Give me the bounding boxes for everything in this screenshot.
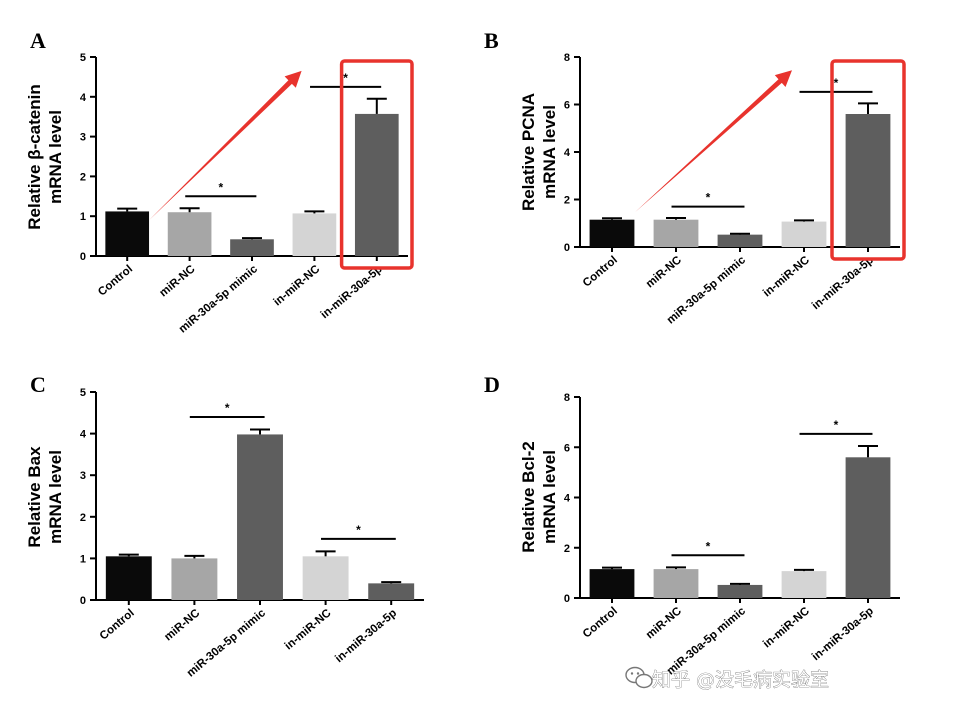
y-tick-label: 0 xyxy=(80,595,86,607)
bar xyxy=(292,213,337,256)
significance-star: * xyxy=(343,71,348,85)
y-tick-label: 4 xyxy=(80,429,87,441)
significance-star: * xyxy=(356,523,361,537)
y-axis-label-line: mRNA level xyxy=(46,450,65,544)
bar xyxy=(167,212,212,256)
y-tick-label: 4 xyxy=(564,493,571,505)
y-tick-label: 0 xyxy=(564,593,570,605)
x-tick-label: miR-NC xyxy=(162,607,202,643)
y-tick-label: 5 xyxy=(80,52,86,64)
bar xyxy=(105,211,150,256)
y-tick-label: 3 xyxy=(80,470,86,482)
bar xyxy=(302,556,349,600)
x-tick-label: in-miR-NC xyxy=(761,254,812,299)
significance-star: * xyxy=(218,180,223,194)
x-tick-label: in-miR-30a-5p xyxy=(810,605,876,663)
significance-star: * xyxy=(706,191,711,205)
chart-panel-b: B Relative PCNA mRNA level 0 2 4 6 8 Control miR-… xyxy=(484,28,906,327)
x-tick-label: in-miR-NC xyxy=(272,263,323,308)
y-tick-label: 3 xyxy=(80,132,86,144)
bar xyxy=(589,569,635,598)
significance-star: * xyxy=(706,539,711,553)
y-tick-label: 2 xyxy=(80,512,86,524)
chart-panel-d: D Relative Bcl-2 mRNA level 0 2 4 6 8 Control miR… xyxy=(484,372,900,678)
y-axis-label-line: Relative Bcl-2 xyxy=(519,441,538,553)
x-tick-label: Control xyxy=(96,263,135,298)
bar xyxy=(354,113,399,256)
highlight-box xyxy=(339,59,414,270)
bar xyxy=(171,558,218,600)
x-tick-label: Control xyxy=(98,607,137,642)
y-tick-label: 4 xyxy=(80,92,87,104)
y-axis-label-line: Relative β-catenin xyxy=(25,84,44,229)
watermark: 知乎 @没毛病实验室 xyxy=(625,666,829,691)
bar xyxy=(653,219,699,247)
y-axis-label-line: mRNA level xyxy=(540,450,559,544)
panel-letter: A xyxy=(30,28,46,53)
trend-arrow xyxy=(149,70,302,221)
bar xyxy=(781,571,827,598)
y-tick-label: 2 xyxy=(80,171,86,183)
panel-letter: C xyxy=(30,372,46,397)
y-tick-label: 8 xyxy=(564,52,570,64)
bar xyxy=(781,221,827,247)
y-axis-label-line: Relative Bax xyxy=(25,446,44,548)
y-tick-label: 2 xyxy=(564,195,570,207)
bar xyxy=(589,219,635,247)
chart-panel-c: C Relative Bax mRNA level 0 1 2 3 4 5 Control miR-… xyxy=(25,372,424,680)
x-tick-label: Control xyxy=(581,605,620,640)
y-tick-label: 6 xyxy=(564,442,570,454)
bar xyxy=(717,584,763,598)
watermark-text: 知乎 @没毛病实验室 xyxy=(652,669,829,691)
bar xyxy=(845,114,891,247)
x-tick-label: in-miR-30a-5p xyxy=(810,254,876,312)
x-tick-label: miR-NC xyxy=(644,254,684,290)
y-axis-label-line: mRNA level xyxy=(540,105,559,199)
x-tick-label: miR-NC xyxy=(158,263,198,299)
y-axis-label: Relative β-catenin mRNA level xyxy=(25,84,65,229)
significance-star: * xyxy=(834,418,839,432)
y-tick-label: 0 xyxy=(80,251,86,263)
y-tick-label: 0 xyxy=(564,242,570,254)
bar xyxy=(237,434,283,600)
y-axis-label-line: mRNA level xyxy=(46,110,65,204)
trend-arrow xyxy=(634,70,792,213)
y-tick-label: 5 xyxy=(80,387,86,399)
chart-panel-a: A Relative β-catenin mRNA level 0 1 2 3 4 5 Contr… xyxy=(25,28,414,336)
y-tick-label: 4 xyxy=(564,147,571,159)
y-axis-label: Relative Bax mRNA level xyxy=(25,446,65,548)
highlight-box xyxy=(830,59,906,261)
panel-letter: B xyxy=(484,28,499,53)
bar xyxy=(105,556,152,600)
bar xyxy=(368,583,415,600)
y-axis-label: Relative PCNA mRNA level xyxy=(519,93,559,211)
y-axis-label-line: Relative PCNA xyxy=(519,93,538,211)
x-tick-label: in-miR-NC xyxy=(761,605,812,650)
y-tick-label: 6 xyxy=(564,100,570,112)
x-tick-label: in-miR-30a-5p xyxy=(319,263,385,321)
bar xyxy=(845,457,891,598)
y-tick-label: 1 xyxy=(80,211,86,223)
x-tick-label: in-miR-30a-5p xyxy=(333,607,399,665)
bar xyxy=(653,569,699,598)
significance-star: * xyxy=(834,76,839,90)
y-tick-label: 2 xyxy=(564,543,570,555)
x-tick-label: miR-NC xyxy=(644,605,684,641)
panel-letter: D xyxy=(484,372,500,397)
bar xyxy=(717,234,763,247)
y-axis-label: Relative Bcl-2 mRNA level xyxy=(519,441,559,553)
x-tick-label: in-miR-NC xyxy=(283,607,334,652)
y-tick-label: 8 xyxy=(564,392,570,404)
wechat-icon xyxy=(625,666,653,689)
bar xyxy=(230,239,274,256)
significance-star: * xyxy=(225,401,230,415)
x-tick-label: Control xyxy=(581,254,620,289)
y-tick-label: 1 xyxy=(80,553,86,565)
